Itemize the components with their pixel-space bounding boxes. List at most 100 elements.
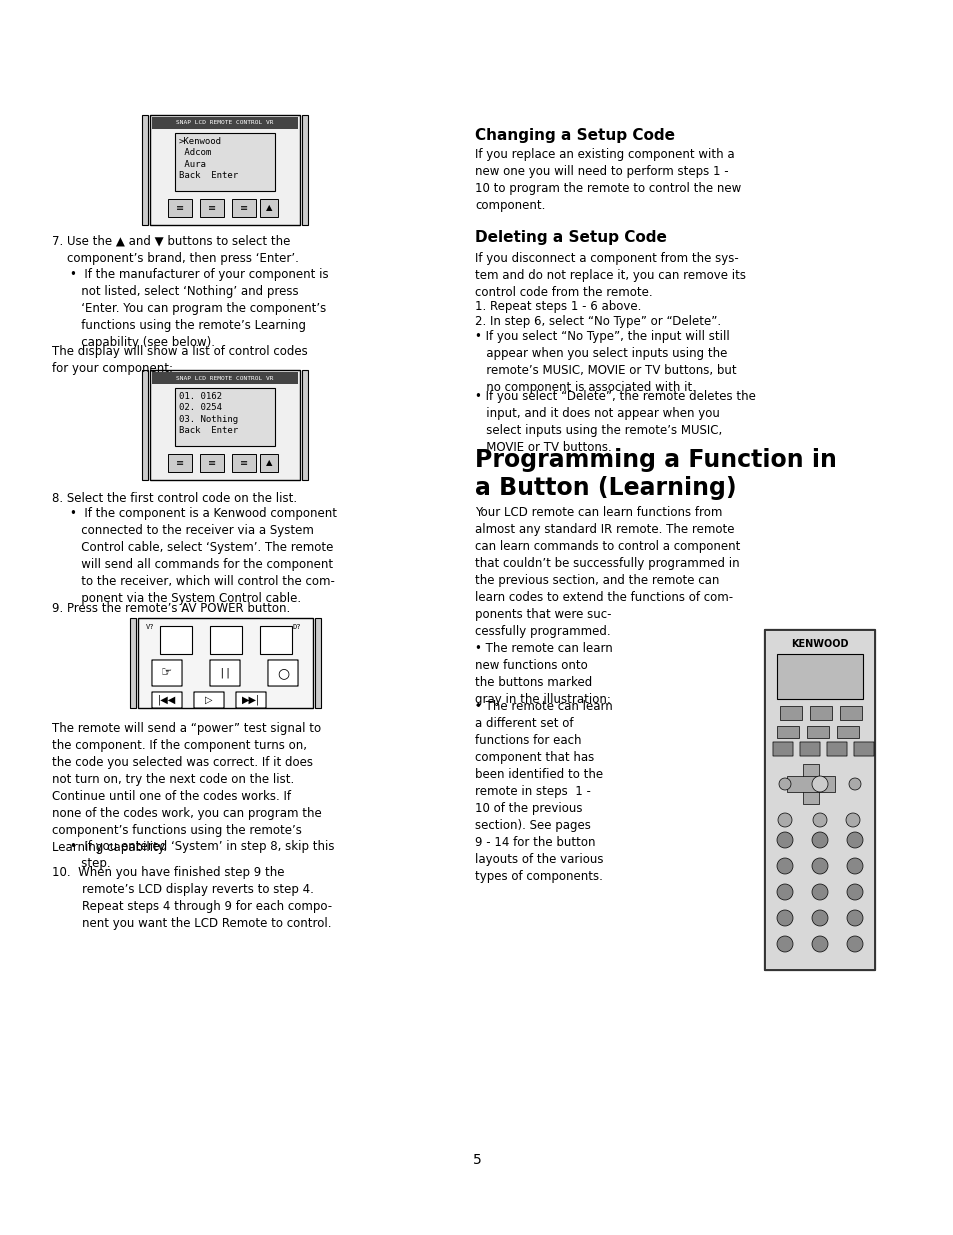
- Text: If you replace an existing component with a
new one you will need to perform ste: If you replace an existing component wit…: [475, 148, 740, 212]
- Bar: [152, 372, 297, 384]
- Bar: [232, 454, 255, 472]
- Text: 1. Repeat steps 1 - 6 above.: 1. Repeat steps 1 - 6 above.: [475, 300, 640, 312]
- Circle shape: [811, 832, 827, 848]
- Bar: [776, 655, 862, 699]
- Circle shape: [811, 858, 827, 874]
- FancyBboxPatch shape: [268, 659, 297, 685]
- Text: SNAP LCD REMOTE CONTROL VR: SNAP LCD REMOTE CONTROL VR: [176, 121, 274, 126]
- Bar: [260, 454, 277, 472]
- Text: •  If the component is a Kenwood component
   connected to the receiver via a Sy: • If the component is a Kenwood componen…: [70, 508, 336, 605]
- Text: If you disconnect a component from the sys-
tem and do not replace it, you can r: If you disconnect a component from the s…: [475, 252, 745, 299]
- Circle shape: [811, 776, 827, 792]
- Bar: [168, 454, 192, 472]
- Text: ☞: ☞: [161, 667, 172, 679]
- Bar: [232, 199, 255, 217]
- Circle shape: [846, 884, 862, 900]
- Text: >Kenwood
 Adcom
 Aura
Back  Enter: >Kenwood Adcom Aura Back Enter: [179, 137, 238, 180]
- Bar: [836, 726, 858, 739]
- Bar: [168, 199, 192, 217]
- Text: 7. Use the ▲ and ▼ buttons to select the
    component’s brand, then press ‘Ente: 7. Use the ▲ and ▼ buttons to select the…: [52, 235, 298, 266]
- Text: ≡: ≡: [208, 458, 215, 468]
- Text: ▶▶|: ▶▶|: [242, 695, 260, 705]
- Bar: [802, 764, 818, 804]
- Text: ▲: ▲: [266, 204, 272, 212]
- Circle shape: [776, 884, 792, 900]
- Text: The remote will send a “power” test signal to
the component. If the component tu: The remote will send a “power” test sign…: [52, 722, 321, 853]
- Bar: [260, 199, 277, 217]
- Text: ▲: ▲: [266, 458, 272, 468]
- FancyBboxPatch shape: [152, 692, 182, 708]
- Text: • If you select “No Type”, the input will still
   appear when you select inputs: • If you select “No Type”, the input wil…: [475, 330, 736, 394]
- Text: 8. Select the first control code on the list.: 8. Select the first control code on the …: [52, 492, 296, 505]
- Text: ○: ○: [276, 666, 289, 680]
- Bar: [174, 388, 274, 446]
- Circle shape: [776, 910, 792, 926]
- Text: • The remote can learn
a different set of
functions for each
component that has
: • The remote can learn a different set o…: [475, 700, 612, 883]
- Circle shape: [776, 832, 792, 848]
- Text: The display will show a list of control codes
for your component:: The display will show a list of control …: [52, 345, 308, 375]
- Bar: [302, 115, 308, 225]
- Text: D?: D?: [293, 624, 301, 630]
- Circle shape: [811, 936, 827, 952]
- FancyBboxPatch shape: [152, 659, 182, 685]
- Circle shape: [811, 884, 827, 900]
- Text: ≡: ≡: [208, 203, 215, 212]
- Text: KENWOOD: KENWOOD: [790, 638, 848, 650]
- Bar: [150, 370, 299, 480]
- Circle shape: [779, 778, 790, 790]
- Text: • The remote can learn
new functions onto
the buttons marked
gray in the illustr: • The remote can learn new functions ont…: [475, 642, 612, 706]
- FancyBboxPatch shape: [826, 742, 846, 756]
- Circle shape: [845, 813, 859, 827]
- Bar: [302, 370, 308, 480]
- Bar: [210, 626, 242, 655]
- Text: Programming a Function in
a Button (Learning): Programming a Function in a Button (Lear…: [475, 448, 836, 500]
- FancyBboxPatch shape: [235, 692, 266, 708]
- Bar: [314, 618, 320, 708]
- Text: 10.  When you have finished step 9 the
        remote’s LCD display reverts to s: 10. When you have finished step 9 the re…: [52, 866, 332, 930]
- Bar: [200, 199, 224, 217]
- Circle shape: [848, 778, 861, 790]
- Text: |◀◀: |◀◀: [157, 695, 176, 705]
- Bar: [780, 706, 801, 720]
- Text: 9. Press the remote’s AV POWER button.: 9. Press the remote’s AV POWER button.: [52, 601, 290, 615]
- Circle shape: [846, 910, 862, 926]
- Text: Deleting a Setup Code: Deleting a Setup Code: [475, 230, 666, 245]
- Circle shape: [846, 858, 862, 874]
- Bar: [806, 726, 828, 739]
- FancyBboxPatch shape: [800, 742, 820, 756]
- Bar: [142, 370, 148, 480]
- Circle shape: [846, 936, 862, 952]
- Text: •  If the manufacturer of your component is
   not listed, select ‘Nothing’ and : • If the manufacturer of your component …: [70, 268, 328, 350]
- Bar: [152, 117, 297, 128]
- FancyBboxPatch shape: [210, 659, 240, 685]
- Bar: [142, 115, 148, 225]
- Bar: [786, 776, 834, 792]
- Text: ≡: ≡: [240, 203, 248, 212]
- Circle shape: [776, 858, 792, 874]
- Text: 01. 0162
02. 0254
03. Nothing
Back  Enter: 01. 0162 02. 0254 03. Nothing Back Enter: [179, 391, 238, 436]
- FancyBboxPatch shape: [772, 742, 792, 756]
- Text: SNAP LCD REMOTE CONTROL VR: SNAP LCD REMOTE CONTROL VR: [176, 375, 274, 380]
- Text: ≡: ≡: [175, 203, 184, 212]
- FancyBboxPatch shape: [193, 692, 224, 708]
- Text: ≡: ≡: [240, 458, 248, 468]
- Text: V?: V?: [146, 624, 154, 630]
- Text: 2. In step 6, select “No Type” or “Delete”.: 2. In step 6, select “No Type” or “Delet…: [475, 315, 720, 329]
- FancyBboxPatch shape: [853, 742, 873, 756]
- Text: Your LCD remote can learn functions from
almost any standard IR remote. The remo: Your LCD remote can learn functions from…: [475, 506, 740, 638]
- Circle shape: [846, 832, 862, 848]
- Bar: [160, 626, 192, 655]
- Text: •  If you entered ‘System’ in step 8, skip this
   step.: • If you entered ‘System’ in step 8, ski…: [70, 840, 335, 869]
- Circle shape: [811, 910, 827, 926]
- Text: ▷: ▷: [205, 695, 213, 705]
- Circle shape: [776, 936, 792, 952]
- Text: • If you select “Delete”, the remote deletes the
   input, and it does not appea: • If you select “Delete”, the remote del…: [475, 390, 755, 454]
- Circle shape: [812, 813, 826, 827]
- Bar: [840, 706, 862, 720]
- Circle shape: [778, 813, 791, 827]
- Bar: [200, 454, 224, 472]
- Bar: [809, 706, 831, 720]
- Text: 5: 5: [472, 1153, 481, 1167]
- Text: Changing a Setup Code: Changing a Setup Code: [475, 128, 675, 143]
- FancyBboxPatch shape: [764, 630, 874, 969]
